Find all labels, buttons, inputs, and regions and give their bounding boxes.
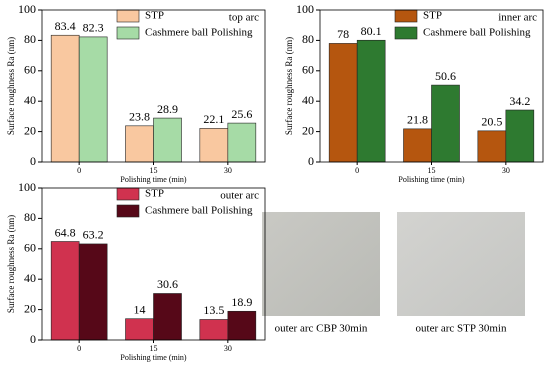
plot-frame <box>41 187 266 341</box>
legend-swatch <box>394 9 418 23</box>
value-label: 63.2 <box>83 228 104 242</box>
legend-label: Cashmere ball Polishing <box>423 27 531 39</box>
annotation: outer arc <box>220 190 259 202</box>
y-tick-label: 20 <box>24 123 36 137</box>
x-tick-label: 0 <box>355 166 359 175</box>
image-caption: outer arc CBP 30min <box>275 323 368 335</box>
plot-frame <box>319 9 544 163</box>
value-label: 23.8 <box>129 110 150 124</box>
legend-label: Cashmere ball Polishing <box>145 27 253 39</box>
legend-swatch <box>394 26 418 40</box>
bar <box>153 293 182 341</box>
x-tick-label: 0 <box>77 344 81 353</box>
bar <box>78 243 108 341</box>
y-axis-label: Surface roughness Ra (nm) <box>6 37 16 135</box>
bar <box>227 122 257 163</box>
bar <box>125 318 154 341</box>
legend-swatch <box>116 26 140 40</box>
legend-label: STP <box>145 10 164 22</box>
bar <box>153 117 182 163</box>
x-tick-label: 15 <box>428 166 436 175</box>
micrograph-cbp <box>262 212 380 316</box>
y-tick-label: 40 <box>24 271 36 285</box>
bar <box>50 34 80 163</box>
x-tick-label: 30 <box>224 166 232 175</box>
y-tick-label: 100 <box>18 180 36 194</box>
x-axis-label: Polishing time (min) <box>398 175 465 184</box>
value-label: 83.4 <box>55 19 76 33</box>
value-label: 13.5 <box>203 303 224 317</box>
bar <box>125 125 154 163</box>
y-tick-label: 20 <box>302 123 314 137</box>
bar <box>199 319 229 341</box>
y-tick-label: 100 <box>18 2 36 16</box>
y-tick-label: 40 <box>302 93 314 107</box>
x-tick-label: 15 <box>150 166 158 175</box>
y-tick-label: 80 <box>24 210 36 224</box>
value-label: 82.3 <box>83 21 104 35</box>
plot-frame <box>41 9 266 163</box>
bar <box>403 128 432 163</box>
legend-label: Cashmere ball Polishing <box>145 205 253 217</box>
y-tick-label: 0 <box>30 154 36 168</box>
bar <box>199 128 229 163</box>
bar <box>505 109 535 163</box>
value-label: 28.9 <box>157 102 178 116</box>
y-tick-label: 20 <box>24 301 36 315</box>
y-tick-label: 0 <box>308 154 314 168</box>
x-tick-label: 0 <box>77 166 81 175</box>
x-tick-label: 30 <box>224 344 232 353</box>
x-tick-label: 30 <box>502 166 510 175</box>
y-tick-label: 40 <box>24 93 36 107</box>
legend-label: STP <box>423 10 442 22</box>
bar <box>227 310 257 341</box>
value-label: 34.2 <box>509 94 530 108</box>
image-caption: outer arc STP 30min <box>416 323 507 335</box>
y-tick-label: 0 <box>30 332 36 346</box>
bar <box>328 43 358 163</box>
value-label: 21.8 <box>407 113 428 127</box>
y-tick-label: 60 <box>302 63 314 77</box>
value-label: 20.5 <box>481 115 502 129</box>
legend-swatch <box>116 204 140 218</box>
value-label: 78 <box>337 27 349 41</box>
x-axis-label: Polishing time (min) <box>120 353 187 362</box>
bar <box>356 39 386 163</box>
value-label: 80.1 <box>361 24 382 38</box>
micrograph-stp <box>397 212 525 316</box>
value-label: 50.6 <box>435 69 456 83</box>
legend-swatch <box>116 187 140 201</box>
bar <box>50 241 80 341</box>
y-axis-label: Surface roughness Ra (nm) <box>6 215 16 313</box>
y-tick-label: 80 <box>302 32 314 46</box>
bar <box>431 84 460 163</box>
legend-label: STP <box>145 188 164 200</box>
value-label: 25.6 <box>231 107 252 121</box>
x-tick-label: 15 <box>150 344 158 353</box>
legend-swatch <box>116 9 140 23</box>
bar <box>477 130 507 163</box>
bar <box>78 36 108 163</box>
value-label: 64.8 <box>55 225 76 239</box>
y-tick-label: 60 <box>24 241 36 255</box>
value-label: 18.9 <box>231 295 252 309</box>
value-label: 22.1 <box>203 112 224 126</box>
value-label: 30.6 <box>157 277 178 291</box>
annotation: inner arc <box>498 12 537 24</box>
value-label: 14 <box>134 302 146 316</box>
y-tick-label: 60 <box>24 63 36 77</box>
annotation: top arc <box>229 12 259 24</box>
y-tick-label: 100 <box>296 2 314 16</box>
y-tick-label: 80 <box>24 32 36 46</box>
x-axis-label: Polishing time (min) <box>120 175 187 184</box>
y-axis-label: Surface roughness Ra (nm) <box>284 37 294 135</box>
